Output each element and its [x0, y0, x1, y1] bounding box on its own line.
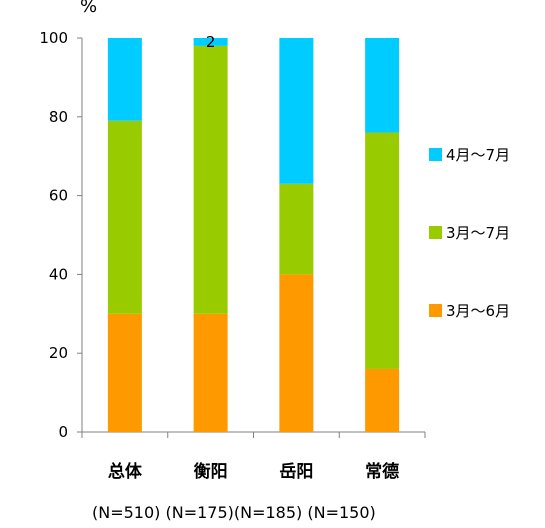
bar-segment: [193, 45, 228, 314]
data-label: 2: [206, 33, 216, 51]
bar-segment: [279, 183, 314, 275]
y-tick-label: 80: [49, 108, 68, 126]
y-axis-unit: %: [80, 0, 97, 17]
category-label: 总体: [108, 461, 143, 482]
category-label: 岳阳: [279, 462, 313, 482]
category-label: 衡阳: [194, 461, 228, 482]
bar-segment: [107, 38, 142, 121]
legend-label: 3月～6月: [446, 302, 510, 320]
bar-segment: [107, 120, 142, 314]
bar-segment: [107, 313, 142, 432]
legend-item: 3月～6月: [429, 302, 510, 320]
bar-segment: [279, 38, 314, 184]
bar-segment: [365, 368, 400, 432]
y-tick-label: 40: [49, 265, 68, 283]
y-tick-label: 20: [49, 344, 68, 362]
bar-segment: [193, 38, 228, 46]
legend-swatch: [429, 148, 442, 161]
bar-segment: [279, 274, 314, 432]
category-labels: 总体 衡阳 岳阳 常德: [108, 461, 399, 482]
sample-size-labels: (N=510) (N=175)(N=185) (N=150): [92, 503, 376, 522]
y-tick-label: 0: [58, 423, 68, 441]
bar-segment: [365, 38, 400, 133]
bar-segment: [193, 313, 228, 432]
y-tick-label: 100: [39, 29, 68, 47]
y-axis: 0 20 40 60 80 100: [39, 29, 83, 441]
legend-swatch: [429, 226, 442, 239]
bar-segment: [365, 132, 400, 369]
bars: [107, 38, 400, 432]
legend-label: 4月～7月: [446, 146, 510, 164]
data-labels: 2: [206, 33, 216, 51]
legend-item: 3月～7月: [429, 224, 510, 242]
legend: 4月～7月 3月～7月 3月～6月: [429, 146, 510, 320]
legend-swatch: [429, 304, 442, 317]
legend-item: 4月～7月: [429, 146, 510, 164]
x-axis: [81, 431, 426, 438]
category-label: 常德: [365, 461, 399, 482]
legend-label: 3月～7月: [446, 224, 510, 242]
y-tick-label: 60: [49, 187, 68, 205]
